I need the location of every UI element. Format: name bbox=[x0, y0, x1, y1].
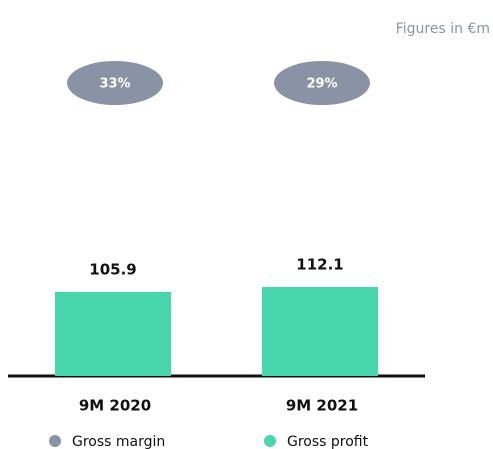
margin-label: 33% bbox=[99, 77, 130, 92]
data-label: 105.9 bbox=[89, 260, 136, 278]
margin-bubble bbox=[67, 61, 163, 105]
legend-label: Gross margin bbox=[72, 434, 165, 449]
x-tick-label: 9M 2020 bbox=[79, 397, 151, 415]
units-note: Figures in €m bbox=[396, 21, 490, 37]
bar bbox=[262, 286, 378, 376]
bar bbox=[55, 291, 171, 376]
data-label: 112.1 bbox=[296, 255, 343, 273]
x-tick-label: 9M 2021 bbox=[286, 397, 358, 415]
margin-label: 29% bbox=[306, 77, 337, 92]
legend-swatch bbox=[49, 435, 61, 447]
margin-bubble bbox=[274, 61, 370, 105]
legend-swatch bbox=[264, 435, 276, 447]
legend-label: Gross profit bbox=[287, 434, 369, 449]
